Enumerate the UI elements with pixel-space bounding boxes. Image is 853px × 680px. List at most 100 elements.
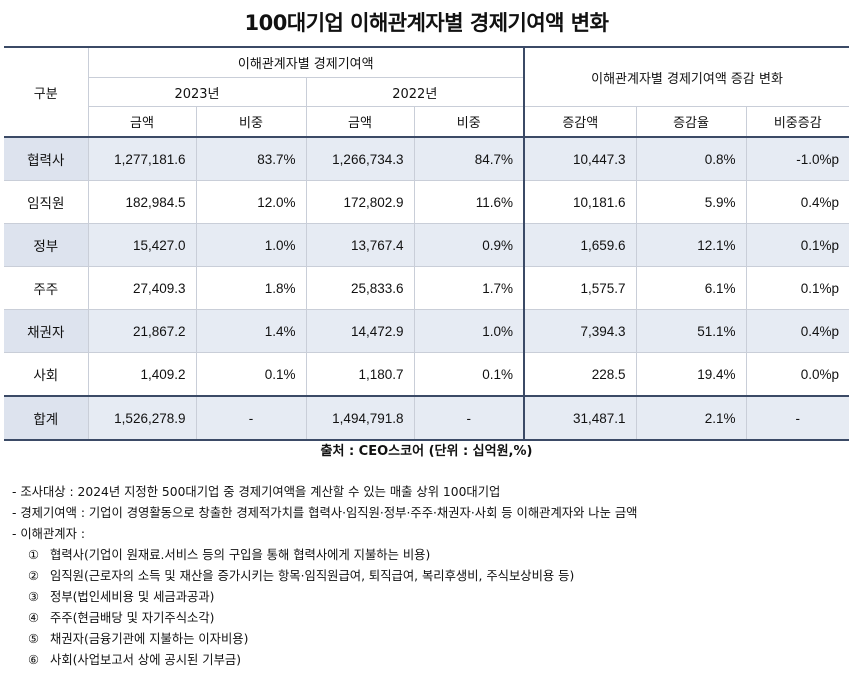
note-item: ① 협력사(기업이 원재료.서비스 등의 구입을 통해 협력사에게 지불하는 비용… [12, 545, 637, 566]
row-label: 임직원 [4, 180, 89, 224]
note-item-mark: ④ [28, 611, 40, 625]
cell-share-2023: 0.1% [196, 352, 307, 397]
note-item: ② 임직원(근로자의 소득 및 재산을 증가시키는 항목·임직원급여, 퇴직급여,… [12, 566, 637, 587]
cell-share-change: 0.4%p [746, 309, 850, 353]
table-row: 사회 1,409.2 0.1% 1,180.7 0.1% 228.5 19.4%… [4, 352, 850, 397]
note-item: ⑥ 사회(사업보고서 상에 공시된 기부금) [12, 650, 637, 671]
cell-change-rate: 19.4% [636, 352, 747, 397]
cell-amount-2023: 182,984.5 [88, 180, 197, 224]
header-year-2022: 2022년 [306, 77, 526, 107]
table-row: 임직원 182,984.5 12.0% 172,802.9 11.6% 10,1… [4, 180, 850, 224]
cell-amount-2022: 13,767.4 [306, 223, 415, 267]
cell-share-2023: 1.8% [196, 266, 307, 310]
cell-amount-2022: 1,266,734.3 [306, 137, 415, 181]
note-item-mark: ① [28, 548, 40, 562]
cell-share-change: 0.4%p [746, 180, 850, 224]
table-row: 채권자 21,867.2 1.4% 14,472.9 1.0% 7,394.3 … [4, 309, 850, 353]
note-item: ④ 주주(현금배당 및 자기주식소각) [12, 608, 637, 629]
cell-amount-2023: 21,867.2 [88, 309, 197, 353]
cell-amount-2022: 172,802.9 [306, 180, 415, 224]
source-caption: 출처 : CEO스코어 (단위 : 십억원,%) [320, 444, 533, 459]
header-share-2023: 비중 [196, 106, 307, 138]
note-item-text: 임직원(근로자의 소득 및 재산을 증가시키는 항목·임직원급여, 퇴직급여, … [50, 569, 575, 583]
cell-share-change: 0.0%p [746, 352, 850, 397]
cell-change-amount: 10,447.3 [524, 137, 637, 181]
cell-amount-2023: 27,409.3 [88, 266, 197, 310]
header-category: 구분 [4, 46, 89, 138]
cell-change-rate: 5.9% [636, 180, 747, 224]
cell-amount-2023: 1,526,278.9 [88, 395, 197, 441]
notes: - 조사대상 : 2024년 지정한 500대기업 중 경제기여액을 계산할 수… [12, 482, 637, 671]
note-item-mark: ② [28, 569, 40, 583]
note-item-mark: ⑤ [28, 632, 40, 646]
contribution-table: 구분 이해관계자별 경제기여액 이해관계자별 경제기여액 증감 변화 2023년… [4, 46, 850, 441]
note-item: ⑤ 채권자(금융기관에 지불하는 이자비용) [12, 629, 637, 650]
cell-change-amount: 228.5 [524, 352, 637, 397]
row-label: 협력사 [4, 137, 89, 181]
cell-change-amount: 31,487.1 [524, 395, 637, 441]
cell-share-2023: 1.0% [196, 223, 307, 267]
cell-amount-2022: 1,180.7 [306, 352, 415, 397]
cell-change-rate: 2.1% [636, 395, 747, 441]
cell-share-change: 0.1%p [746, 223, 850, 267]
cell-change-amount: 7,394.3 [524, 309, 637, 353]
table-row: 정부 15,427.0 1.0% 13,767.4 0.9% 1,659.6 1… [4, 223, 850, 267]
cell-amount-2022: 1,494,791.8 [306, 395, 415, 441]
cell-share-2023: 1.4% [196, 309, 307, 353]
note-item-text: 사회(사업보고서 상에 공시된 기부금) [50, 653, 242, 667]
cell-change-rate: 6.1% [636, 266, 747, 310]
note-item-mark: ③ [28, 590, 40, 604]
row-label: 주주 [4, 266, 89, 310]
note-item-mark: ⑥ [28, 653, 40, 667]
cell-amount-2023: 1,277,181.6 [88, 137, 197, 181]
cell-change-amount: 1,575.7 [524, 266, 637, 310]
header-amount-2023: 금액 [88, 106, 197, 138]
cell-share-change: 0.1%p [746, 266, 850, 310]
cell-share-2023: - [196, 395, 307, 441]
cell-amount-2023: 15,427.0 [88, 223, 197, 267]
table-row: 주주 27,409.3 1.8% 25,833.6 1.7% 1,575.7 6… [4, 266, 850, 310]
cell-share-2022: 0.1% [414, 352, 526, 397]
note-item-text: 협력사(기업이 원재료.서비스 등의 구입을 통해 협력사에게 지불하는 비용) [50, 548, 431, 562]
header-group-right: 이해관계자별 경제기여액 증감 변화 [524, 46, 850, 107]
note-line: - 이해관계자 : [12, 527, 85, 541]
row-label: 합계 [4, 395, 89, 441]
cell-share-2022: 0.9% [414, 223, 526, 267]
cell-share-change: -1.0%p [746, 137, 850, 181]
row-label: 정부 [4, 223, 89, 267]
cell-share-2022: 11.6% [414, 180, 526, 224]
cell-share-2022: 1.0% [414, 309, 526, 353]
cell-share-2023: 83.7% [196, 137, 307, 181]
page-title: 100대기업 이해관계자별 경제기여액 변화 [244, 11, 609, 35]
row-label: 채권자 [4, 309, 89, 353]
note-item-text: 정부(법인세비용 및 세금과공과) [50, 590, 215, 604]
note-item: ③ 정부(법인세비용 및 세금과공과) [12, 587, 637, 608]
cell-change-rate: 51.1% [636, 309, 747, 353]
header-share-2022: 비중 [414, 106, 526, 138]
note-line: - 조사대상 : 2024년 지정한 500대기업 중 경제기여액을 계산할 수… [12, 485, 501, 499]
header-group-left: 이해관계자별 경제기여액 [88, 46, 526, 78]
header-year-2023: 2023년 [88, 77, 307, 107]
header-change-rate: 증감율 [636, 106, 747, 138]
cell-share-2023: 12.0% [196, 180, 307, 224]
note-item-text: 주주(현금배당 및 자기주식소각) [50, 611, 215, 625]
cell-change-rate: 0.8% [636, 137, 747, 181]
header-change-amount: 증감액 [524, 106, 637, 138]
cell-share-2022: - [414, 395, 526, 441]
table-row: 협력사 1,277,181.6 83.7% 1,266,734.3 84.7% … [4, 137, 850, 181]
cell-share-change: - [746, 395, 850, 441]
note-line: - 경제기여액 : 기업이 경영활동으로 창출한 경제적가치를 협력사·임직원·… [12, 506, 638, 520]
cell-share-2022: 1.7% [414, 266, 526, 310]
table-row-total: 합계 1,526,278.9 - 1,494,791.8 - 31,487.1 … [4, 395, 850, 441]
cell-change-amount: 1,659.6 [524, 223, 637, 267]
cell-amount-2022: 14,472.9 [306, 309, 415, 353]
note-item-text: 채권자(금융기관에 지불하는 이자비용) [50, 632, 249, 646]
row-label: 사회 [4, 352, 89, 397]
header-amount-2022: 금액 [306, 106, 415, 138]
cell-share-2022: 84.7% [414, 137, 526, 181]
cell-amount-2023: 1,409.2 [88, 352, 197, 397]
header-share-change: 비중증감 [746, 106, 850, 138]
cell-change-amount: 10,181.6 [524, 180, 637, 224]
cell-change-rate: 12.1% [636, 223, 747, 267]
cell-amount-2022: 25,833.6 [306, 266, 415, 310]
